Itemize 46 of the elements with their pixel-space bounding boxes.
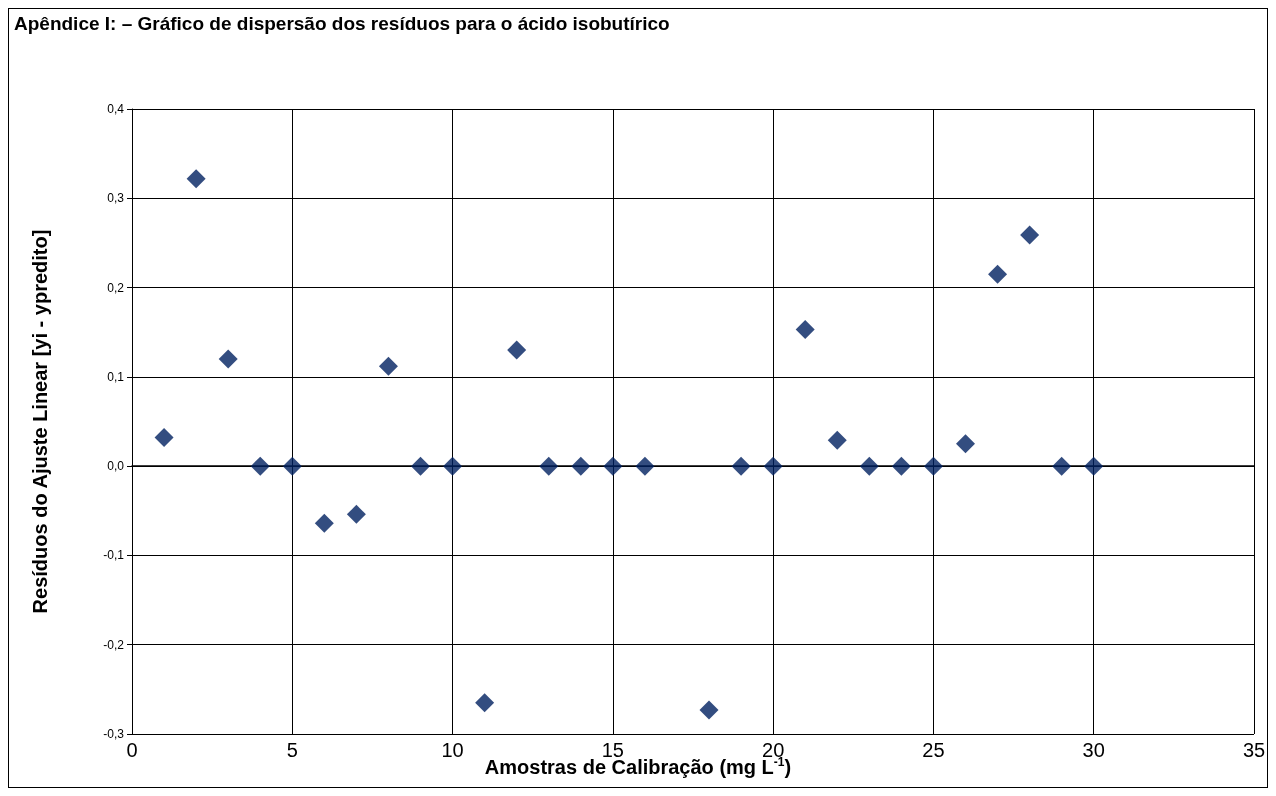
point xyxy=(475,693,495,713)
point xyxy=(827,430,847,450)
x-tick-label: 25 xyxy=(922,739,945,761)
point xyxy=(250,456,270,476)
point xyxy=(282,456,302,476)
point xyxy=(346,504,366,524)
x-tick-label: 30 xyxy=(1082,739,1105,761)
point xyxy=(314,513,334,533)
point xyxy=(635,456,655,476)
point xyxy=(763,456,783,476)
point xyxy=(603,456,623,476)
y-tick-label: 0,2 xyxy=(107,280,125,295)
point xyxy=(571,456,591,476)
point xyxy=(859,456,879,476)
point xyxy=(1020,225,1040,245)
point xyxy=(411,456,431,476)
chart-title: Apêndice I: – Gráfico de dispersão dos resíduos para o ácido isobutírico xyxy=(14,13,670,34)
y-tick-label: 0,1 xyxy=(107,369,125,384)
y-axis-title: Resíduos do Ajuste Linear [yi - ypredito] xyxy=(29,229,51,614)
x-tick-label: 0 xyxy=(126,739,138,761)
y-tick-label: -0,2 xyxy=(103,637,125,652)
point xyxy=(955,434,975,454)
point xyxy=(154,428,174,448)
point xyxy=(507,340,527,360)
y-tick-label: 0,0 xyxy=(107,459,125,474)
point xyxy=(795,320,815,340)
point xyxy=(539,456,559,476)
x-tick-label: 35 xyxy=(1242,739,1266,761)
point xyxy=(699,700,719,720)
y-tick-label: 0,4 xyxy=(107,102,125,116)
x-tick-label: 5 xyxy=(286,739,298,761)
y-tick-label: -0,1 xyxy=(103,548,125,563)
point xyxy=(1084,456,1104,476)
point xyxy=(988,264,1008,284)
point xyxy=(923,456,943,476)
point xyxy=(731,456,751,476)
x-tick-label: 10 xyxy=(441,739,464,761)
point xyxy=(186,169,206,189)
point xyxy=(218,349,238,369)
point xyxy=(1052,456,1072,476)
point xyxy=(891,456,911,476)
x-tick-label: 15 xyxy=(601,739,624,761)
y-tick-label: 0,3 xyxy=(107,191,125,206)
point xyxy=(443,456,463,476)
point xyxy=(378,356,398,376)
y-tick-label: -0,3 xyxy=(103,727,125,741)
